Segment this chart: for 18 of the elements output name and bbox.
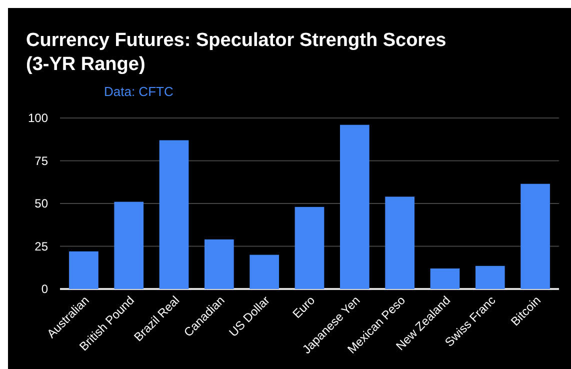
bar [250, 254, 280, 289]
bar [114, 202, 144, 289]
y-tick-label: 0 [41, 282, 48, 296]
bar [430, 268, 460, 289]
y-tick-label: 25 [34, 239, 48, 254]
chart-subtitle: Data: CFTC [104, 84, 174, 99]
bar [385, 196, 414, 289]
bar [294, 206, 324, 289]
bar [159, 140, 189, 289]
y-tick-label: 100 [28, 111, 48, 126]
bar [520, 184, 550, 289]
bar [69, 251, 98, 289]
bar [204, 239, 234, 289]
y-tick-label: 75 [34, 154, 48, 168]
bar [340, 124, 370, 289]
bar [475, 266, 505, 289]
chart-title: Currency Futures: Speculator Strength Scores (3-YR Range) [26, 30, 446, 75]
y-tick-label: 50 [34, 196, 48, 211]
